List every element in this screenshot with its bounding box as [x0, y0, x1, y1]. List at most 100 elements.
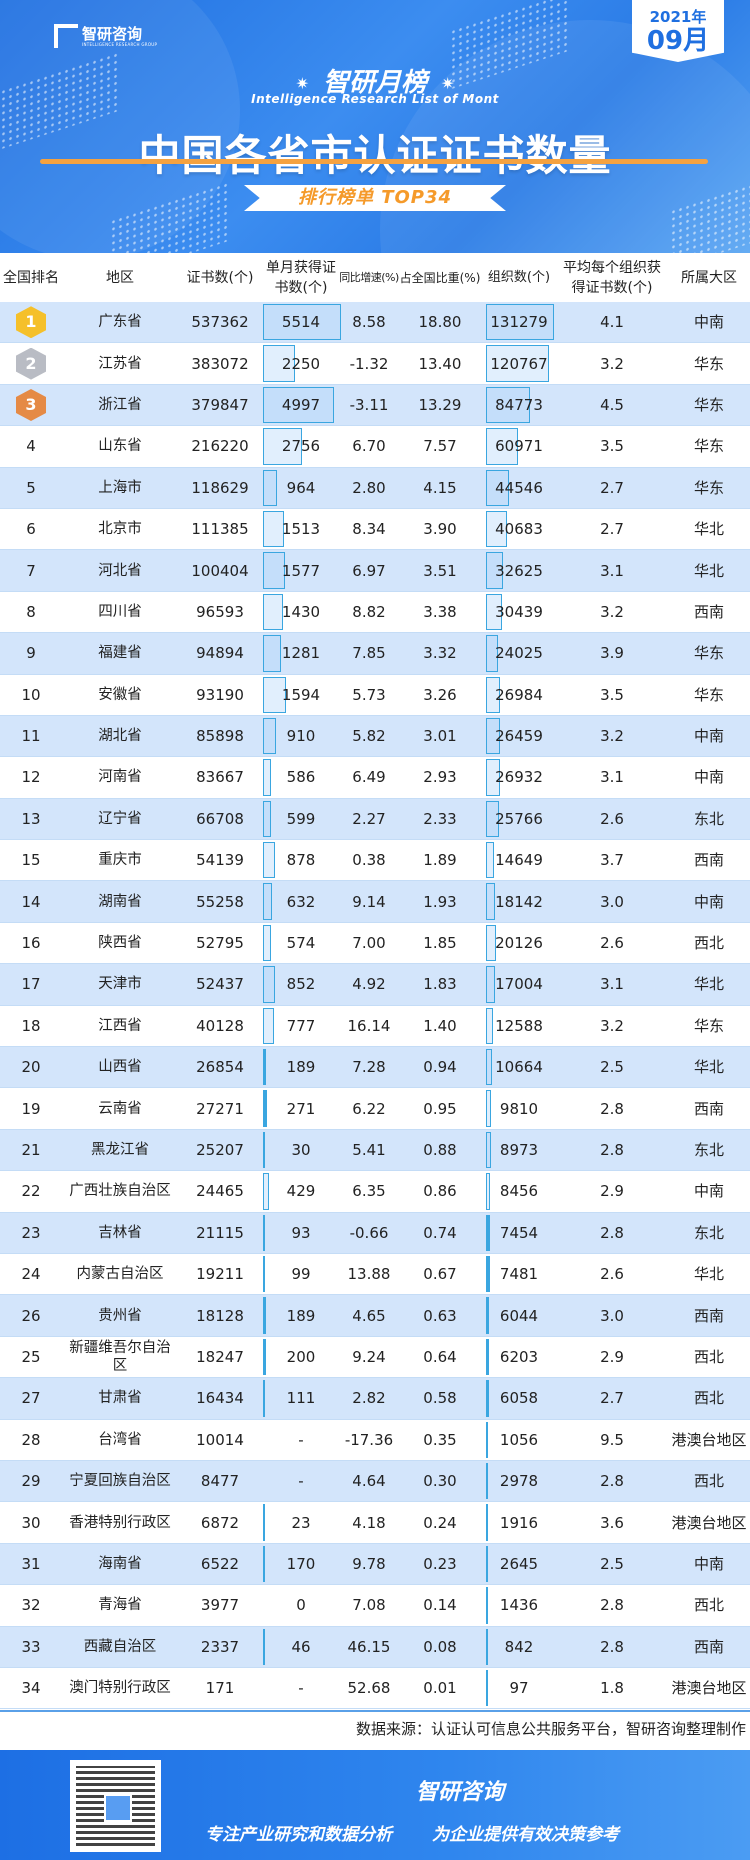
cell-monthly: 429: [262, 1171, 340, 1211]
cell-certs: 93190: [178, 675, 262, 715]
cell-region: 北京市: [62, 509, 178, 549]
cell-orgs: 6203: [482, 1337, 556, 1377]
rank-value: 25: [21, 1347, 41, 1366]
cell-region: 黑龙江省: [62, 1130, 178, 1170]
cell-monthly: 1577: [262, 550, 340, 590]
logo-subtitle: INTELLIGENCE RESEARCH GROUP: [82, 41, 158, 47]
qr-code[interactable]: [70, 1760, 161, 1852]
orgs-value: 1056: [499, 1430, 539, 1449]
certs-value: 83667: [196, 768, 244, 787]
share-value: 13.40: [418, 354, 462, 373]
monthly-value: 5514: [281, 313, 321, 332]
area-value: 西南: [693, 1637, 724, 1656]
cell-avg: 2.9: [556, 1337, 668, 1377]
rank-value: 16: [21, 934, 41, 953]
cell-area: 中南: [668, 716, 750, 756]
yoy-value: 7.28: [352, 1058, 386, 1077]
yoy-value: -3.11: [349, 395, 389, 414]
rank-value: 21: [21, 1141, 41, 1159]
table-row: 5 上海市 118629 964 2.80 4.15 44546 2.7 华东: [0, 467, 750, 509]
cell-avg: 3.2: [556, 1006, 668, 1046]
cell-orgs: 7481: [482, 1254, 556, 1294]
cell-rank: 2: [0, 343, 62, 383]
cell-area: 华北: [668, 1047, 750, 1087]
region-value: 内蒙古自治区: [76, 1266, 164, 1283]
cell-area: 华东: [668, 426, 750, 466]
area-value: 华北: [693, 561, 724, 580]
cell-certs: 118629: [178, 468, 262, 508]
share-value: 1.83: [423, 975, 457, 994]
certs-value: 216220: [191, 437, 249, 456]
cell-monthly: 1513: [262, 509, 340, 549]
footer-title: 智研咨询: [415, 1780, 504, 1805]
cell-share: 1.93: [398, 881, 482, 921]
certs-value: 6872: [200, 1513, 240, 1532]
table-row: 22 广西壮族自治区 24465 429 6.35 0.86 8456 2.9 中南: [0, 1171, 750, 1213]
certs-value: 6522: [200, 1554, 240, 1573]
orgs-value: 12588: [495, 1016, 543, 1035]
cell-rank: 30: [0, 1502, 62, 1542]
cell-monthly: -: [262, 1461, 340, 1501]
rank-value: 27: [21, 1389, 41, 1408]
area-value: 中南: [693, 1554, 724, 1573]
monthly-data-bar: [263, 883, 272, 920]
avg-value: 2.7: [600, 520, 624, 539]
cell-rank: 15: [0, 840, 62, 880]
cell-monthly: 189: [262, 1295, 340, 1335]
column-header-text: 平均每个组织获: [563, 259, 661, 276]
header-banner: 智研咨询 INTELLIGENCE RESEARCH GROUP 2021年 0…: [0, 0, 750, 253]
cell-monthly: 4997: [262, 385, 340, 425]
cell-yoy: 6.35: [340, 1171, 398, 1211]
cell-orgs: 1056: [482, 1420, 556, 1460]
table-row: 8 四川省 96593 1430 8.82 3.38 30439 3.2 西南: [0, 592, 750, 634]
cell-certs: 18247: [178, 1337, 262, 1377]
table-row: 7 河北省 100404 1577 6.97 3.51 32625 3.1 华北: [0, 550, 750, 592]
cell-region: 内蒙古自治区: [62, 1254, 178, 1294]
cell-rank: 13: [0, 799, 62, 839]
share-value: 0.35: [423, 1430, 457, 1449]
certs-value: 55258: [196, 892, 244, 911]
cell-region: 宁夏回族自治区: [62, 1461, 178, 1501]
table-row: 14 湖南省 55258 632 9.14 1.93 18142 3.0 中南: [0, 881, 750, 923]
cell-monthly: 599: [262, 799, 340, 839]
cell-rank: 21: [0, 1130, 62, 1170]
share-value: 0.01: [423, 1679, 457, 1698]
cell-orgs: 6058: [482, 1378, 556, 1418]
column-header-text: 得证书数(个): [571, 279, 653, 296]
cell-orgs: 32625: [482, 550, 556, 590]
cell-avg: 2.5: [556, 1544, 668, 1584]
orgs-value: 2645: [499, 1554, 539, 1573]
region-value: 广西壮族自治区: [69, 1183, 171, 1200]
cell-region: 上海市: [62, 468, 178, 508]
share-value: 4.15: [423, 478, 457, 497]
orgs-data-bar: [486, 1173, 491, 1210]
cell-monthly: 1430: [262, 592, 340, 632]
cell-yoy: 6.97: [340, 550, 398, 590]
share-value: 2.33: [423, 809, 457, 828]
cell-rank: 20: [0, 1047, 62, 1087]
monthly-data-bar: [263, 1007, 274, 1045]
monthly-data-bar: [263, 924, 272, 962]
cell-avg: 1.8: [556, 1668, 668, 1708]
cell-certs: 16434: [178, 1378, 262, 1418]
cell-monthly: 574: [262, 923, 340, 963]
cell-certs: 21115: [178, 1213, 262, 1253]
cell-region: 山西省: [62, 1047, 178, 1087]
orgs-value: 131279: [490, 313, 548, 332]
cell-orgs: 2645: [482, 1544, 556, 1584]
cell-orgs: 12588: [482, 1006, 556, 1046]
cell-yoy: 8.82: [340, 592, 398, 632]
cell-avg: 2.8: [556, 1088, 668, 1128]
cell-rank: 23: [0, 1213, 62, 1253]
cell-yoy: 5.41: [340, 1130, 398, 1170]
cell-rank: 7: [0, 550, 62, 590]
orgs-data-bar: [486, 635, 499, 672]
yoy-value: 46.15: [347, 1637, 391, 1656]
cell-monthly: 910: [262, 716, 340, 756]
table-row: 1 广东省 537362 5514 8.58 18.80 131279 4.1 中南: [0, 302, 750, 344]
area-value: 中南: [693, 892, 724, 911]
cell-avg: 4.1: [556, 302, 668, 342]
area-value: 西南: [693, 851, 724, 870]
certs-value: 118629: [191, 478, 249, 497]
avg-value: 3.1: [600, 561, 624, 580]
